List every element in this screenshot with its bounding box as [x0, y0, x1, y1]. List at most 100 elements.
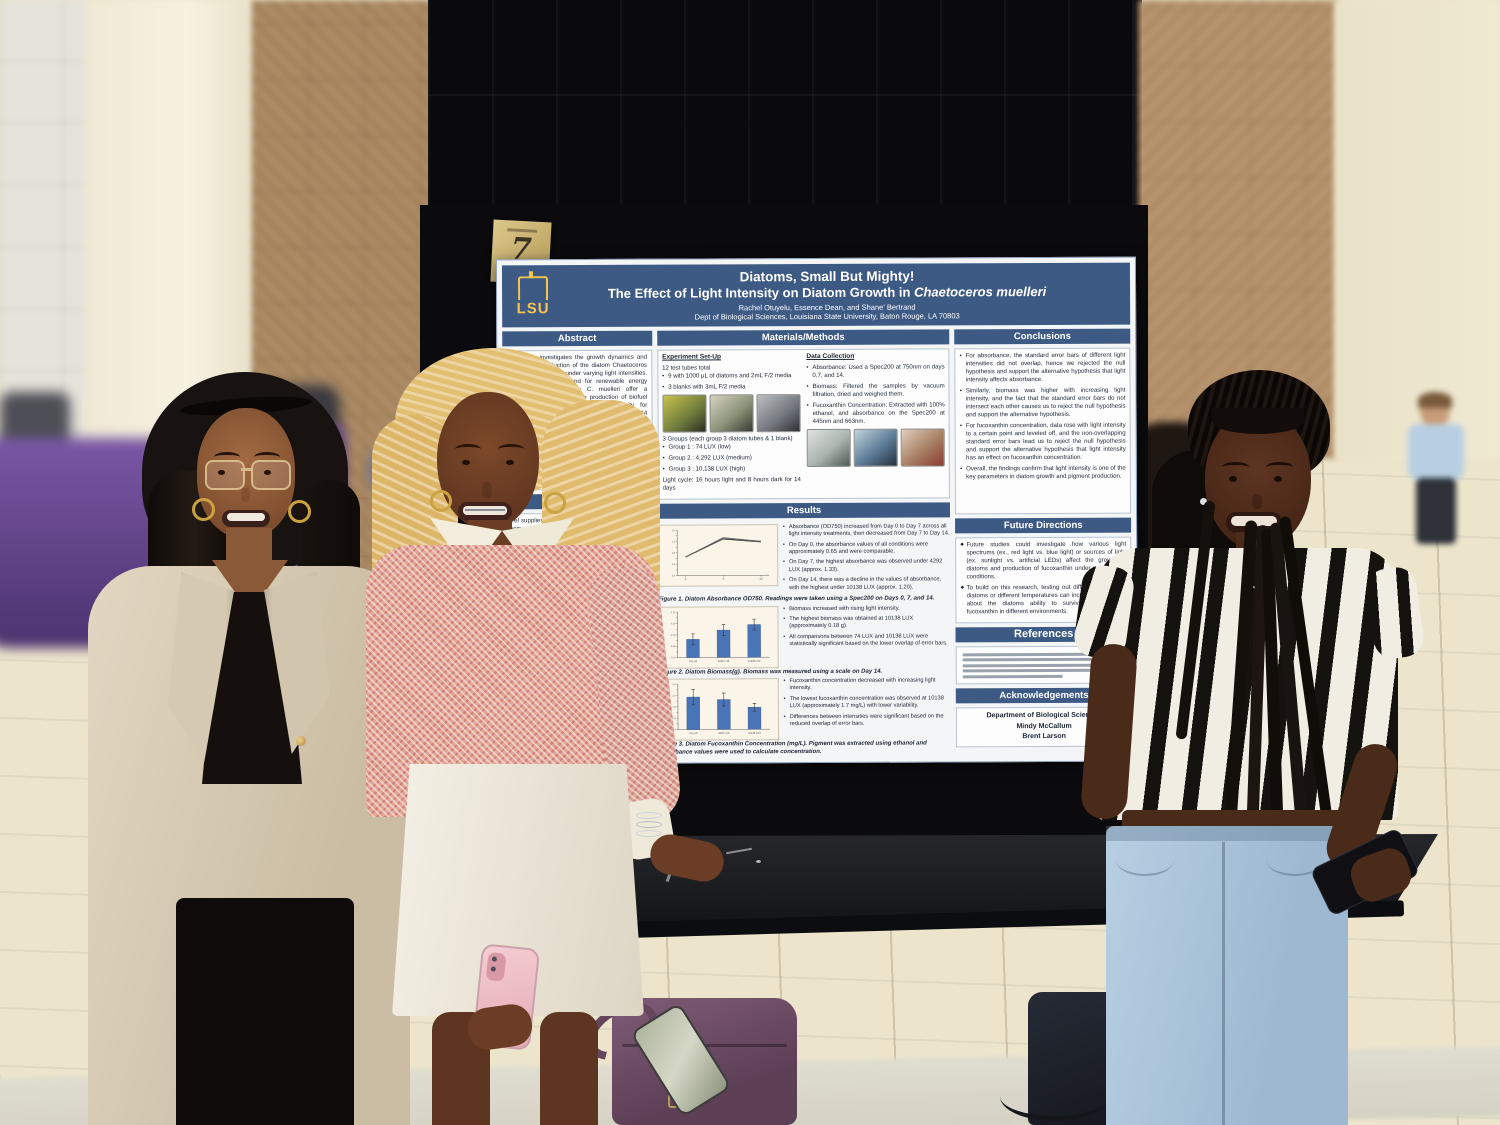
svg-text:0.0: 0.0	[672, 729, 676, 732]
background-person-shirt	[1408, 424, 1464, 480]
collection-photo-3	[900, 428, 945, 467]
figure1-line-chart: 1.6 1.2 0.8 0.4 0.0 0 7 14	[657, 523, 779, 587]
svg-text:4292 LUX: 4292 LUX	[718, 659, 730, 662]
svg-text:7: 7	[722, 577, 724, 581]
person-left-eye-left	[218, 470, 225, 475]
svg-text:0.00: 0.00	[671, 656, 676, 659]
person-right-eye-left	[1229, 476, 1237, 482]
group-bullet: Group 1 : 74 LUX (low)	[662, 443, 800, 452]
person-right-earring-stud	[1200, 498, 1207, 505]
lsu-logo-text: LSU	[516, 299, 550, 317]
conclusions-header: Conclusions	[954, 328, 1131, 345]
background-person-hair	[1418, 392, 1452, 408]
person-middle-brow-left	[455, 444, 481, 454]
poster: LSU Diatoms, Small But Mighty! The Effec…	[495, 256, 1139, 780]
person-left-nose-shadow	[241, 488, 250, 502]
person-middle-earring-left	[430, 490, 452, 512]
svg-text:4292 LUX: 4292 LUX	[718, 732, 730, 735]
collection-photo-1	[806, 428, 851, 467]
abstract-header: Abstract	[502, 330, 653, 347]
fig2-bullet: All comparisons between 74 LUX and 10138…	[783, 633, 951, 649]
figure1-bullets: Absorbance (OD750) increased from Day 0 …	[783, 523, 951, 595]
wall-right	[1334, 0, 1500, 460]
person-middle-leg-right	[540, 1012, 598, 1125]
figure2-row: 0.25 0.19 0.13 0.06 0.00 74 LUX 4292 LUX 10138 …	[658, 605, 951, 669]
fig3-bullet: Differences between intensities were sig…	[784, 713, 952, 729]
figure2-bar-chart: 0.25 0.19 0.13 0.06 0.00 74 LUX 4292 LUX 10138 …	[658, 605, 779, 669]
data-heading: Data Collection	[806, 352, 855, 361]
group-bullet: Group 3 : 10,138 LUX (high)	[663, 465, 801, 474]
fig1-bullet: On Day 14, there was a decline in the va…	[783, 577, 951, 593]
figure3-caption: Figure 3. Diatom Fucoxanthin Concentrati…	[658, 740, 927, 756]
fig2-bullet: Biomass increased with rising light inte…	[783, 605, 951, 613]
svg-text:0.19: 0.19	[671, 622, 676, 625]
collection-photos	[806, 428, 945, 467]
poster-subtitle: The Effect of Light Intensity on Diatom …	[607, 284, 1047, 302]
svg-text:1.6: 1.6	[671, 529, 675, 532]
svg-text:0.8: 0.8	[672, 552, 676, 555]
experiment-setup: Experiment Set-Up 12 test tubes total 9 …	[662, 353, 801, 495]
conclusions-content: For absorbance, the standard error bars …	[954, 347, 1132, 515]
person-middle-earring-right	[544, 492, 566, 514]
person-middle-teeth	[463, 506, 507, 515]
person-middle-braces	[465, 509, 505, 511]
person-middle-eye-right	[506, 460, 514, 465]
conclusion-bullet: Similarly, biomass was higher with incre…	[960, 387, 1126, 420]
person-left-dress	[176, 898, 354, 1125]
svg-text:0.25: 0.25	[671, 611, 676, 614]
fig3-bullet: The lowest fucoxanthin concentration was…	[784, 695, 952, 711]
setup-photo-3	[756, 393, 801, 433]
poster-titles: Diatoms, Small But Mighty! The Effect of…	[564, 267, 1090, 322]
person-left-eye-right	[264, 470, 271, 475]
figure3-bullets: Fucoxanthin concentration decreased with…	[783, 677, 951, 740]
person-right-hair-swoop	[1212, 408, 1304, 434]
conclusion-bullet: Overall, the findings confirm that light…	[960, 465, 1126, 482]
conclusion-bullet: For absorbance, the standard error bars …	[960, 352, 1126, 385]
person-right-brow-right	[1266, 462, 1293, 472]
svg-text:0.9: 0.9	[672, 717, 676, 720]
background-person	[1398, 392, 1476, 552]
figure1-row: 1.6 1.2 0.8 0.4 0.0 0 7 14 Absorbance (OD750) i…	[657, 523, 951, 596]
lsu-logo: LSU	[502, 270, 564, 317]
poster-affiliation: Dept of Biological Sciences, Louisiana S…	[694, 311, 960, 322]
figure2-bullets: Biomass increased with rising light inte…	[783, 605, 951, 668]
figure1-caption: Figure 1. Diatom Absorbance OD750. Readi…	[658, 595, 935, 603]
svg-text:0.06: 0.06	[671, 645, 676, 648]
collection-photo-2	[853, 428, 898, 467]
person-middle-bracelets	[636, 812, 662, 842]
data-bullet: Fucoxanthin Concentration: Extracted wit…	[807, 401, 945, 426]
person-middle-nose-shadow	[482, 482, 492, 498]
jeans-waistband	[1106, 826, 1348, 841]
person-right-jeans	[1106, 826, 1348, 1125]
person-left-glasses	[205, 460, 291, 490]
person-left-gold-button	[296, 736, 306, 746]
light-cycle: Light cycle: 16 hours light and 8 hours …	[662, 475, 801, 492]
background-person-pants	[1416, 478, 1456, 544]
figure3-row: 3.5 2.6 1.8 0.9 0.0 74 LUX 4292 LUX 10138 LUX F…	[658, 677, 951, 741]
reference-line	[962, 669, 1104, 673]
setup-bullet: 3 blanks with 3mL F/2 media	[662, 383, 800, 392]
jeans-pocket-left	[1116, 844, 1174, 876]
species-name: Chaetoceros muelleri	[914, 284, 1047, 301]
materials-content: Experiment Set-Up 12 test tubes total 9 …	[657, 348, 951, 500]
fig2-bullet: The highest biomass was obtained at 1013…	[783, 615, 951, 631]
person-right-nose-shadow	[1252, 494, 1262, 509]
svg-text:14: 14	[759, 577, 763, 581]
data-bullet: Biomass: Filtered the samples by vacuum …	[806, 382, 944, 399]
svg-text:2.6: 2.6	[672, 694, 676, 697]
jeans-pocket-right	[1266, 844, 1324, 876]
setup-photos	[662, 393, 801, 433]
person-left-teeth	[227, 513, 265, 521]
fig1-bullet: On Day 7, the highest absorbance was obs…	[783, 559, 951, 575]
fig1-bullet: On Day 0, the absorbance values of all c…	[783, 541, 951, 557]
group-bullet: Group 2 : 4,292 LUX (medium)	[663, 454, 801, 463]
svg-text:10138 LUX: 10138 LUX	[748, 659, 761, 662]
svg-text:0.0: 0.0	[672, 574, 676, 577]
jeans-center-seam	[1222, 842, 1225, 1125]
svg-text:0.4: 0.4	[672, 563, 676, 566]
lsu-tower-icon	[517, 270, 549, 300]
conclusion-bullet: For fucoxanthin concentration, data rose…	[960, 422, 1126, 463]
bag-dark-strap	[1000, 1072, 1110, 1121]
fig1-bullet: Absorbance (OD750) increased from Day 0 …	[783, 523, 951, 539]
poster-header: LSU Diatoms, Small But Mighty! The Effec…	[501, 262, 1131, 328]
